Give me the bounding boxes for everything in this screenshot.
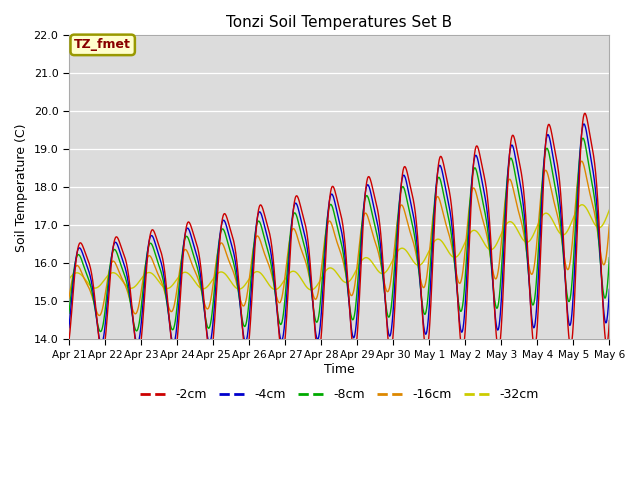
Legend: -2cm, -4cm, -8cm, -16cm, -32cm: -2cm, -4cm, -8cm, -16cm, -32cm (135, 383, 543, 406)
X-axis label: Time: Time (324, 362, 355, 375)
Text: TZ_fmet: TZ_fmet (74, 38, 131, 51)
Title: Tonzi Soil Temperatures Set B: Tonzi Soil Temperatures Set B (226, 15, 452, 30)
Y-axis label: Soil Temperature (C): Soil Temperature (C) (15, 123, 28, 252)
